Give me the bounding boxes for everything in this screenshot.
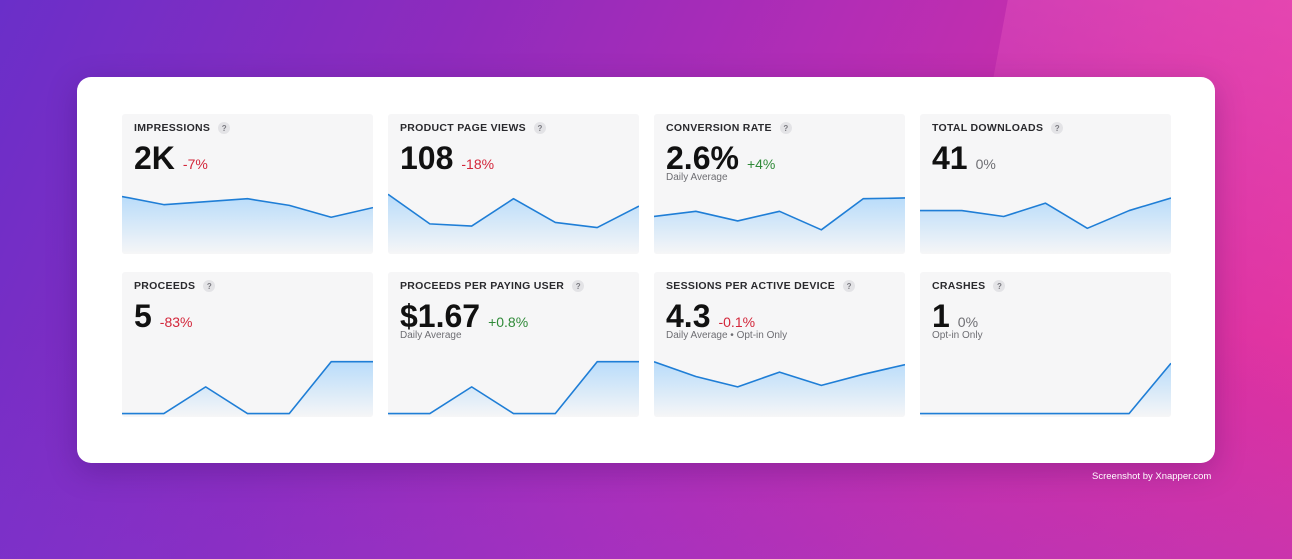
sparkline-area xyxy=(920,197,1171,254)
metric-value: 4.3 xyxy=(666,298,711,334)
metric-card-impressions[interactable]: IMPRESSIONS ? 2K -7% xyxy=(122,114,373,254)
help-icon[interactable]: ? xyxy=(572,280,585,292)
card-header: CONVERSION RATE ? xyxy=(666,122,792,134)
card-label: PROCEEDS PER PAYING USER xyxy=(400,280,565,292)
sparkline-chart xyxy=(654,197,905,254)
sparkline-area xyxy=(122,196,373,254)
sparkline-line xyxy=(122,360,373,415)
metric-row: 2K -7% xyxy=(134,140,208,176)
help-icon[interactable]: ? xyxy=(779,122,792,134)
sparkline-line xyxy=(654,360,905,388)
metric-change: 0% xyxy=(957,314,979,330)
help-icon[interactable]: ? xyxy=(203,280,216,292)
metric-row: 41 0% xyxy=(932,140,996,176)
metric-subtitle: Daily Average • Opt-in Only xyxy=(666,330,788,341)
sparkline-line xyxy=(388,360,639,415)
metric-change: -83% xyxy=(159,314,193,330)
metric-card-proceeds-per-paying-user[interactable]: PROCEEDS PER PAYING USER ? $1.67 +0.8% D… xyxy=(388,272,639,417)
sparkline-chart xyxy=(122,360,373,417)
sparkline-line xyxy=(388,193,639,229)
sparkline-area xyxy=(388,361,639,417)
metric-change: -7% xyxy=(182,156,208,172)
sparkline-area xyxy=(388,194,639,254)
help-icon[interactable]: ? xyxy=(218,122,231,134)
metric-value: 108 xyxy=(400,140,454,176)
watermark-text: Screenshot by Xnapper.com xyxy=(1092,471,1212,482)
sparkline-area xyxy=(122,361,373,417)
analytics-panel: IMPRESSIONS ? 2K -7% PRODUCT PAGE VIEWS … xyxy=(77,77,1215,463)
card-header: SESSIONS PER ACTIVE DEVICE ? xyxy=(666,280,856,292)
metric-subtitle: Daily Average xyxy=(400,330,462,341)
card-label: PRODUCT PAGE VIEWS xyxy=(400,122,526,134)
sparkline-line xyxy=(920,362,1171,415)
metric-change: -0.1% xyxy=(718,314,756,330)
metric-card-crashes[interactable]: CRASHES ? 1 0% Opt-in Only xyxy=(920,272,1171,417)
card-label: CRASHES xyxy=(932,280,986,292)
sparkline-area xyxy=(920,363,1171,417)
card-header: PRODUCT PAGE VIEWS ? xyxy=(400,122,546,134)
metric-value: 41 xyxy=(932,140,968,176)
metric-change: 0% xyxy=(975,156,996,172)
metric-card-total-downloads[interactable]: TOTAL DOWNLOADS ? 41 0% xyxy=(920,114,1171,254)
card-label: SESSIONS PER ACTIVE DEVICE xyxy=(666,280,836,292)
sparkline-chart xyxy=(388,360,639,417)
sparkline-chart xyxy=(654,360,905,417)
help-icon[interactable]: ? xyxy=(993,280,1006,292)
metric-row: 2.6% +4% xyxy=(666,140,775,176)
metric-subtitle: Daily Average xyxy=(666,172,728,183)
metric-value: 1 xyxy=(932,298,950,334)
metric-change: -18% xyxy=(461,156,495,172)
card-header: PROCEEDS PER PAYING USER ? xyxy=(400,280,585,292)
metric-row: 108 -18% xyxy=(400,140,494,176)
metric-card-proceeds[interactable]: PROCEEDS ? 5 -83% xyxy=(122,272,373,417)
sparkline-chart xyxy=(920,197,1171,254)
metric-row: 1 0% xyxy=(932,298,978,334)
sparkline-chart xyxy=(920,362,1171,417)
help-icon[interactable]: ? xyxy=(1051,122,1064,134)
card-header: TOTAL DOWNLOADS ? xyxy=(932,122,1064,134)
metric-subtitle: Opt-in Only xyxy=(932,330,983,341)
card-label: TOTAL DOWNLOADS xyxy=(932,122,1044,134)
metric-value: 2.6% xyxy=(666,140,739,176)
sparkline-line xyxy=(654,197,905,231)
card-header: IMPRESSIONS ? xyxy=(134,122,231,134)
help-icon[interactable]: ? xyxy=(533,122,546,134)
card-label: PROCEEDS xyxy=(134,280,196,292)
metric-value: 2K xyxy=(134,140,175,176)
sparkline-area xyxy=(654,361,905,417)
sparkline-line xyxy=(920,197,1171,230)
sparkline-area xyxy=(654,197,905,254)
metric-change: +4% xyxy=(746,156,776,172)
card-header: CRASHES ? xyxy=(932,280,1006,292)
metric-value: $1.67 xyxy=(400,298,481,334)
card-header: PROCEEDS ? xyxy=(134,280,216,292)
metric-card-sessions-per-active-device[interactable]: SESSIONS PER ACTIVE DEVICE ? 4.3 -0.1% D… xyxy=(654,272,905,417)
metric-row: $1.67 +0.8% xyxy=(400,298,528,334)
card-label: IMPRESSIONS xyxy=(134,122,211,134)
help-icon[interactable]: ? xyxy=(843,280,856,292)
metric-card-product-page-views[interactable]: PRODUCT PAGE VIEWS ? 108 -18% xyxy=(388,114,639,254)
metric-value: 5 xyxy=(134,298,152,334)
metric-row: 5 -83% xyxy=(134,298,192,334)
metric-row: 4.3 -0.1% xyxy=(666,298,755,334)
sparkline-chart xyxy=(122,195,373,254)
card-label: CONVERSION RATE xyxy=(666,122,772,134)
metric-card-conversion-rate[interactable]: CONVERSION RATE ? 2.6% +4% Daily Average xyxy=(654,114,905,254)
metric-change: +0.8% xyxy=(488,314,529,330)
sparkline-chart xyxy=(388,193,639,254)
sparkline-line xyxy=(122,195,373,219)
